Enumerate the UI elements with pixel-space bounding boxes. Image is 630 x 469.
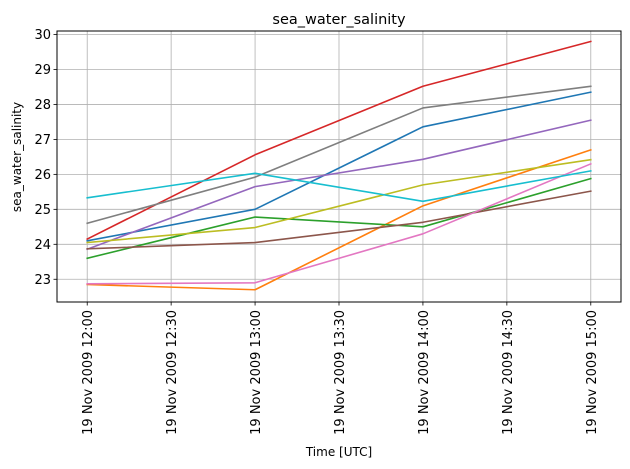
chart-title: sea_water_salinity <box>272 12 406 28</box>
y-tick-label: 28 <box>34 98 51 113</box>
series-line-5 <box>86 119 592 251</box>
series-line-6 <box>86 190 592 250</box>
series-line-7 <box>86 162 592 285</box>
series-line-10 <box>86 169 592 203</box>
x-tick-label: 19 Nov 2009 12:30 <box>165 310 180 435</box>
series-line-9 <box>86 158 592 244</box>
series-line-4 <box>86 40 592 241</box>
y-tick-label: 26 <box>34 168 51 183</box>
series-line-1 <box>86 91 592 242</box>
grid <box>57 31 621 302</box>
series-lines <box>86 40 592 291</box>
series-line-2 <box>86 148 592 291</box>
x-tick-label: 19 Nov 2009 13:00 <box>249 310 264 435</box>
y-tick-label: 27 <box>34 133 51 148</box>
x-tick-label: 19 Nov 2009 13:30 <box>333 310 348 435</box>
axis-ticks: 23 24 25 26 27 28 29 30 19 Nov 2009 12:00 19 Nov … <box>34 28 599 435</box>
x-axis-label: Time [UTC] <box>305 445 372 459</box>
y-tick-label: 23 <box>34 273 51 288</box>
y-axis-label: sea_water_salinity <box>10 102 24 212</box>
x-tick-label: 19 Nov 2009 12:00 <box>81 310 96 435</box>
y-tick-label: 24 <box>34 238 51 253</box>
series-line-8 <box>86 85 592 225</box>
y-tick-label: 30 <box>34 28 51 43</box>
x-tick-label: 19 Nov 2009 15:00 <box>585 310 600 435</box>
x-tick-label: 19 Nov 2009 14:30 <box>501 310 516 435</box>
y-tick-label: 25 <box>34 203 51 218</box>
y-tick-label: 29 <box>34 63 51 78</box>
series-line-3 <box>86 177 592 260</box>
x-tick-label: 19 Nov 2009 14:00 <box>417 310 432 435</box>
